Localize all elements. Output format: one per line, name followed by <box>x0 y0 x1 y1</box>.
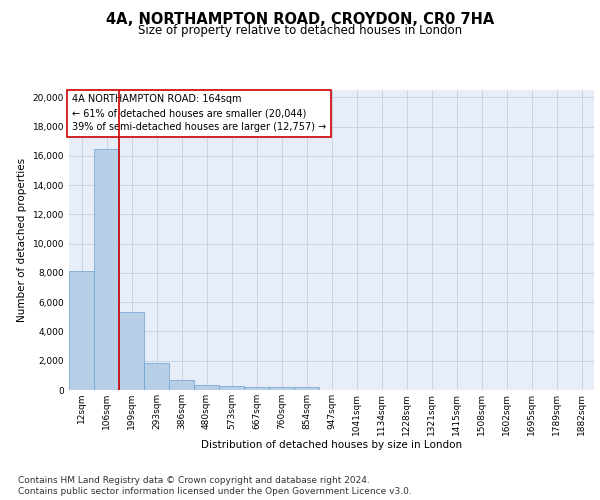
Text: Size of property relative to detached houses in London: Size of property relative to detached ho… <box>138 24 462 37</box>
Bar <box>244 387 269 390</box>
Y-axis label: Number of detached properties: Number of detached properties <box>17 158 27 322</box>
Bar <box>194 385 219 390</box>
Bar <box>119 312 144 390</box>
Bar <box>69 272 94 390</box>
Bar <box>269 388 294 390</box>
Bar <box>294 387 319 390</box>
Bar <box>144 363 169 390</box>
Text: 4A, NORTHAMPTON ROAD, CROYDON, CR0 7HA: 4A, NORTHAMPTON ROAD, CROYDON, CR0 7HA <box>106 12 494 28</box>
Bar <box>169 380 194 390</box>
Bar <box>94 148 119 390</box>
Text: Contains public sector information licensed under the Open Government Licence v3: Contains public sector information licen… <box>18 488 412 496</box>
X-axis label: Distribution of detached houses by size in London: Distribution of detached houses by size … <box>201 440 462 450</box>
Text: 4A NORTHAMPTON ROAD: 164sqm
← 61% of detached houses are smaller (20,044)
39% of: 4A NORTHAMPTON ROAD: 164sqm ← 61% of det… <box>71 94 326 132</box>
Text: Contains HM Land Registry data © Crown copyright and database right 2024.: Contains HM Land Registry data © Crown c… <box>18 476 370 485</box>
Bar <box>219 386 244 390</box>
